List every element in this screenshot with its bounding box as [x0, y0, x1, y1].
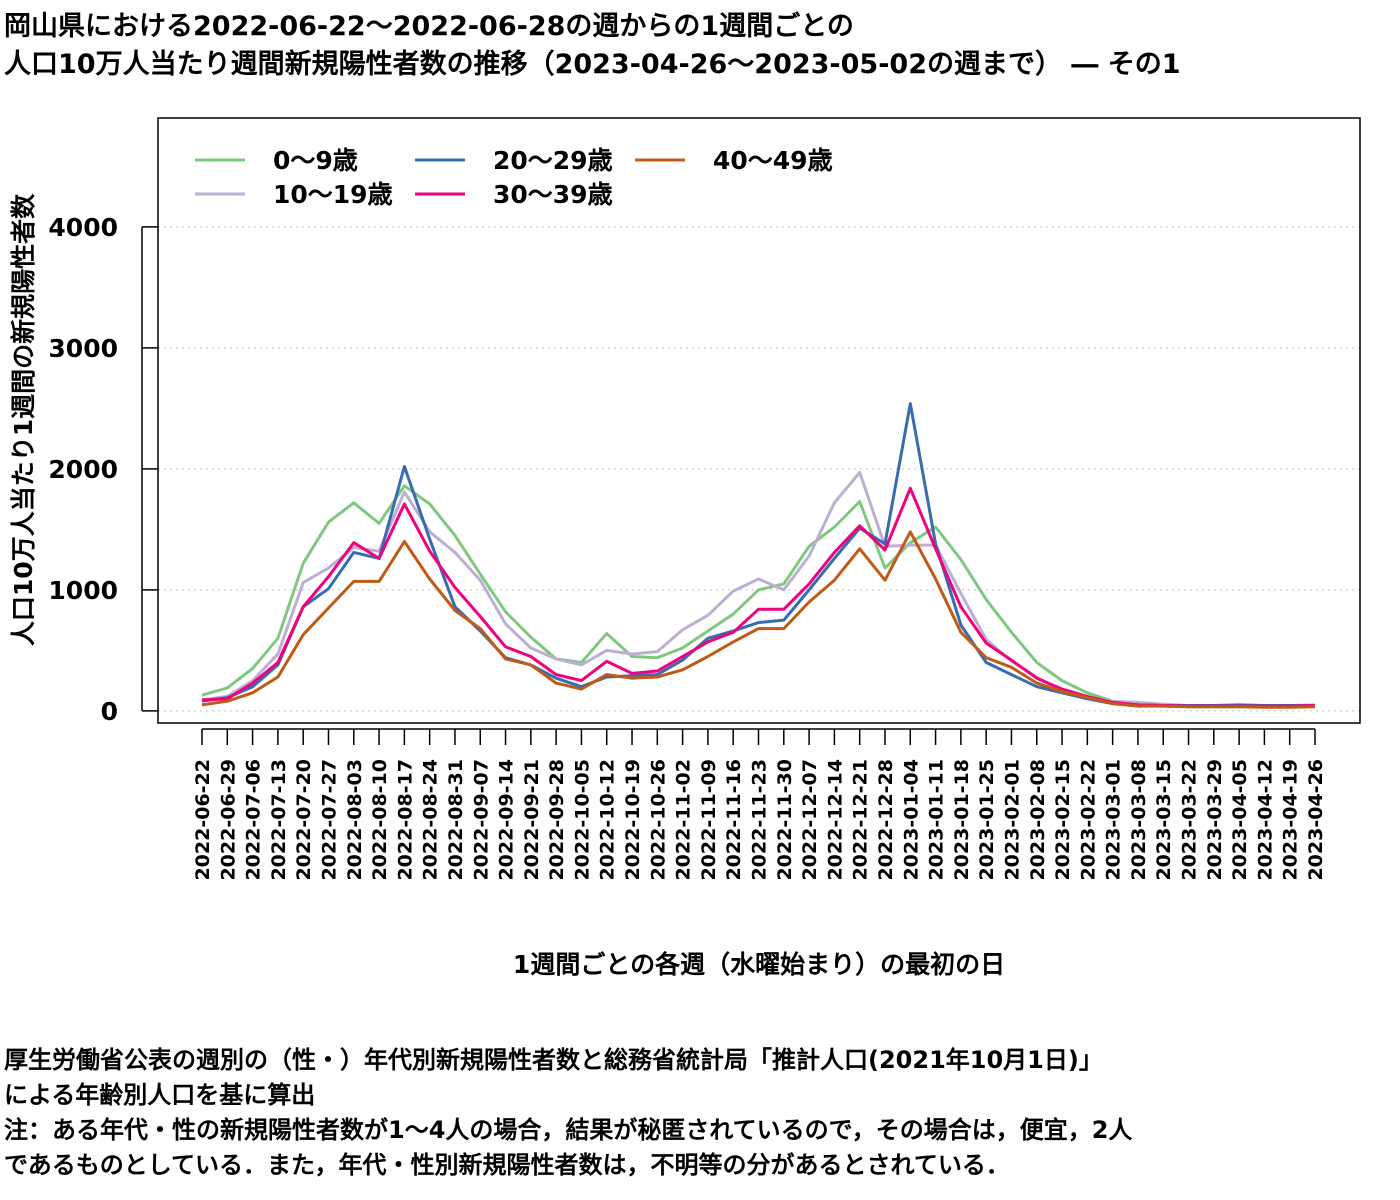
x-tick-label: 2022-07-20: [293, 759, 315, 881]
x-tick-label: 2022-08-10: [369, 759, 391, 881]
x-tick-label: 2022-12-14: [824, 759, 846, 881]
legend-label-4: 40〜49歳: [713, 146, 833, 175]
x-tick-label: 2022-11-16: [723, 759, 745, 881]
series-line-4: [201, 530, 1316, 709]
x-tick-label: 2022-09-21: [521, 759, 543, 881]
y-tick-label: 3000: [48, 334, 118, 363]
x-tick-label: 2022-12-21: [850, 759, 872, 881]
x-tick-label: 2022-08-17: [394, 759, 416, 881]
x-tick-label: 2023-02-01: [1002, 759, 1024, 881]
x-tick-label: 2022-09-14: [496, 759, 518, 881]
y-tick-label: 1000: [48, 576, 118, 605]
x-tick-label: 2022-08-24: [420, 759, 442, 881]
footnote-line-2: であるものとしている．また，年代・性別新規陽性者数は，不明等の分があるとされてい…: [4, 1151, 1010, 1179]
chart-title-line-1: 岡山県における2022-06-22〜2022-06-28の週からの1週間ごとの: [4, 11, 854, 42]
footnote-line-1: 注：ある年代・性の新規陽性者数が1〜4人の場合，結果が秘匿されているので，その場…: [4, 1116, 1133, 1144]
x-tick-label: 2022-06-22: [192, 759, 214, 881]
x-tick-label: 2023-03-08: [1128, 759, 1150, 881]
x-tick-label: 2022-11-23: [749, 759, 771, 881]
x-tick-label: 2023-01-25: [976, 759, 998, 881]
x-tick-label: 2023-02-08: [1027, 759, 1049, 881]
x-tick-label: 2022-07-06: [243, 759, 265, 881]
x-tick-label: 2022-10-05: [571, 759, 593, 881]
legend-label-3: 30〜39歳: [493, 180, 613, 209]
x-tick-label: 2022-09-28: [546, 759, 568, 881]
x-tick-label: 2023-01-04: [900, 759, 922, 881]
chart-title-line-2: 人口10万人当たり週間新規陽性者数の推移（2023-04-26〜2023-05-…: [4, 49, 1181, 80]
source-note-line-1: 厚生労働省公表の週別の（性・）年代別新規陽性者数と総務省統計局「推計人口(202…: [4, 1046, 1103, 1074]
x-tick-label: 2022-10-12: [597, 759, 619, 881]
x-axis-title: 1週間ごとの各週（水曜始まり）の最初の日: [513, 950, 1005, 979]
x-tick-label: 2022-08-03: [344, 759, 366, 881]
x-tick-label: 2022-09-07: [470, 759, 492, 881]
x-tick-label: 2022-11-09: [698, 759, 720, 881]
x-tick-label: 2023-01-18: [951, 759, 973, 881]
x-tick-label: 2023-04-26: [1305, 759, 1327, 881]
x-tick-label: 2023-04-12: [1254, 759, 1276, 881]
x-tick-label: 2022-11-02: [673, 759, 695, 881]
y-tick-label: 4000: [48, 213, 118, 242]
y-tick-label: 2000: [48, 455, 118, 484]
y-tick-label: 0: [101, 697, 118, 726]
legend-label-0: 0〜9歳: [273, 146, 358, 175]
x-tick-label: 2022-07-13: [268, 759, 290, 881]
legend-label-1: 10〜19歳: [273, 180, 393, 209]
x-tick-label: 2023-04-05: [1229, 759, 1251, 881]
x-tick-label: 2023-01-11: [926, 759, 948, 881]
x-tick-label: 2022-10-19: [622, 759, 644, 881]
x-tick-label: 2023-03-22: [1179, 759, 1201, 881]
x-tick-label: 2022-08-31: [445, 759, 467, 881]
x-tick-label: 2022-06-29: [217, 759, 239, 881]
x-tick-label: 2022-10-26: [647, 759, 669, 881]
x-tick-label: 2023-04-19: [1280, 759, 1302, 881]
y-axis-title: 人口10万人当たり1週間の新規陽性者数: [9, 193, 38, 646]
plot-frame: [157, 117, 1361, 724]
x-tick-label: 2022-07-27: [319, 759, 341, 881]
x-tick-label: 2023-03-29: [1204, 759, 1226, 881]
series-line-3: [201, 486, 1316, 708]
x-tick-label: 2023-02-22: [1077, 759, 1099, 881]
source-note-line-2: による年齢別人口を基に算出: [4, 1081, 316, 1109]
x-tick-label: 2023-03-01: [1103, 759, 1125, 881]
x-tick-label: 2022-12-07: [799, 759, 821, 881]
legend-label-2: 20〜29歳: [493, 146, 613, 175]
x-tick-label: 2022-11-30: [774, 759, 796, 881]
x-tick-label: 2023-02-15: [1052, 759, 1074, 881]
series-line-0: [201, 484, 1316, 709]
series-line-2: [201, 402, 1315, 707]
x-tick-label: 2023-03-15: [1153, 759, 1175, 881]
x-tick-label: 2022-12-28: [875, 759, 897, 881]
